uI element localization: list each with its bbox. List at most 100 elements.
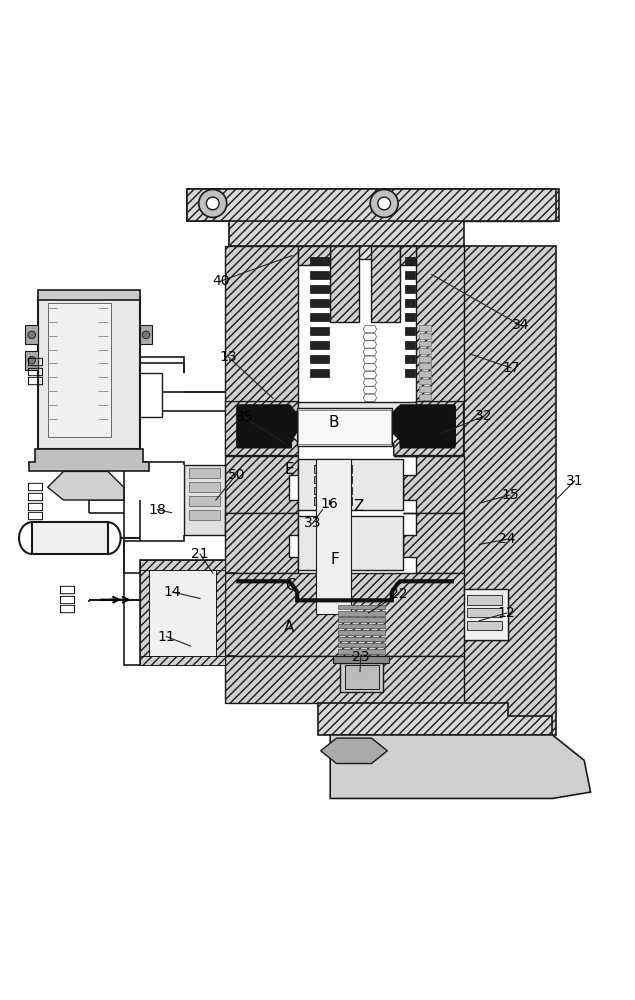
Polygon shape	[140, 560, 225, 665]
Text: 制动缸: 制动缸	[26, 355, 44, 385]
Bar	[298, 459, 403, 510]
Bar	[314, 465, 352, 473]
Text: Z: Z	[354, 499, 364, 514]
Bar	[419, 394, 431, 400]
Polygon shape	[403, 513, 464, 573]
Bar	[189, 496, 220, 506]
Polygon shape	[184, 465, 225, 535]
Polygon shape	[25, 351, 38, 370]
Bar	[338, 624, 385, 628]
Polygon shape	[310, 341, 329, 349]
Polygon shape	[225, 513, 298, 573]
Bar	[314, 476, 352, 483]
Bar	[419, 363, 431, 369]
Polygon shape	[405, 369, 415, 377]
Polygon shape	[29, 449, 149, 471]
Bar	[338, 637, 385, 641]
Polygon shape	[276, 189, 552, 217]
Polygon shape	[310, 355, 329, 363]
Polygon shape	[225, 402, 298, 456]
Polygon shape	[225, 246, 298, 402]
Bar	[338, 630, 385, 635]
Polygon shape	[310, 327, 329, 335]
Bar	[419, 371, 431, 377]
Polygon shape	[405, 285, 415, 293]
Polygon shape	[140, 560, 225, 570]
Bar	[189, 468, 220, 478]
Polygon shape	[405, 257, 415, 265]
Polygon shape	[225, 656, 464, 703]
Polygon shape	[237, 407, 297, 446]
Text: 降压风缸: 降压风缸	[26, 480, 44, 520]
Polygon shape	[225, 456, 298, 513]
Polygon shape	[416, 246, 464, 402]
Polygon shape	[187, 189, 556, 221]
Bar	[338, 643, 385, 647]
Polygon shape	[345, 665, 379, 689]
Polygon shape	[405, 327, 415, 335]
Bar	[338, 617, 385, 622]
Polygon shape	[330, 246, 359, 322]
Polygon shape	[229, 189, 552, 259]
Polygon shape	[216, 560, 225, 665]
Bar	[340, 663, 383, 692]
Text: 35: 35	[236, 410, 253, 424]
Polygon shape	[38, 297, 140, 449]
Text: 13: 13	[220, 350, 237, 364]
Text: 50: 50	[227, 468, 245, 482]
Bar	[189, 510, 220, 520]
Polygon shape	[310, 299, 329, 307]
Bar	[419, 341, 431, 346]
Text: 40: 40	[212, 274, 230, 288]
Bar	[338, 611, 385, 616]
Bar	[149, 570, 216, 656]
Polygon shape	[321, 738, 387, 764]
Bar	[297, 408, 392, 446]
Bar	[189, 482, 220, 492]
Text: 14: 14	[164, 585, 182, 599]
Bar	[467, 621, 502, 630]
Bar	[338, 649, 385, 654]
Bar	[32, 522, 108, 554]
Polygon shape	[394, 456, 464, 513]
Text: 24: 24	[498, 532, 516, 546]
Polygon shape	[25, 325, 38, 344]
Bar	[419, 333, 431, 339]
Polygon shape	[225, 573, 508, 656]
Text: 12: 12	[498, 606, 516, 620]
Bar	[419, 348, 431, 354]
Text: A: A	[284, 619, 294, 635]
Polygon shape	[48, 471, 124, 500]
Polygon shape	[310, 285, 329, 293]
Circle shape	[370, 189, 398, 217]
Text: 23: 23	[352, 650, 370, 664]
Polygon shape	[310, 313, 329, 321]
Bar	[419, 325, 431, 331]
Circle shape	[206, 197, 219, 210]
Bar	[467, 595, 502, 605]
Circle shape	[378, 197, 391, 210]
Bar	[333, 656, 389, 663]
Text: 11: 11	[157, 630, 175, 644]
Bar	[464, 589, 508, 640]
Bar	[38, 290, 140, 300]
Bar	[419, 356, 431, 362]
Text: E: E	[284, 462, 294, 477]
Text: C: C	[286, 578, 296, 593]
Polygon shape	[310, 271, 329, 279]
Text: 17: 17	[502, 361, 520, 375]
Text: 控制阀: 控制阀	[58, 583, 76, 613]
Polygon shape	[310, 257, 329, 265]
Circle shape	[142, 331, 150, 339]
Polygon shape	[140, 325, 152, 344]
Text: B: B	[328, 415, 338, 430]
Polygon shape	[318, 703, 552, 735]
Polygon shape	[405, 271, 415, 279]
Text: 15: 15	[501, 488, 519, 502]
Text: 22: 22	[390, 587, 408, 601]
Polygon shape	[371, 246, 400, 322]
Text: 16: 16	[320, 497, 338, 511]
Bar	[298, 402, 416, 427]
Polygon shape	[187, 189, 559, 246]
Bar	[314, 497, 352, 505]
